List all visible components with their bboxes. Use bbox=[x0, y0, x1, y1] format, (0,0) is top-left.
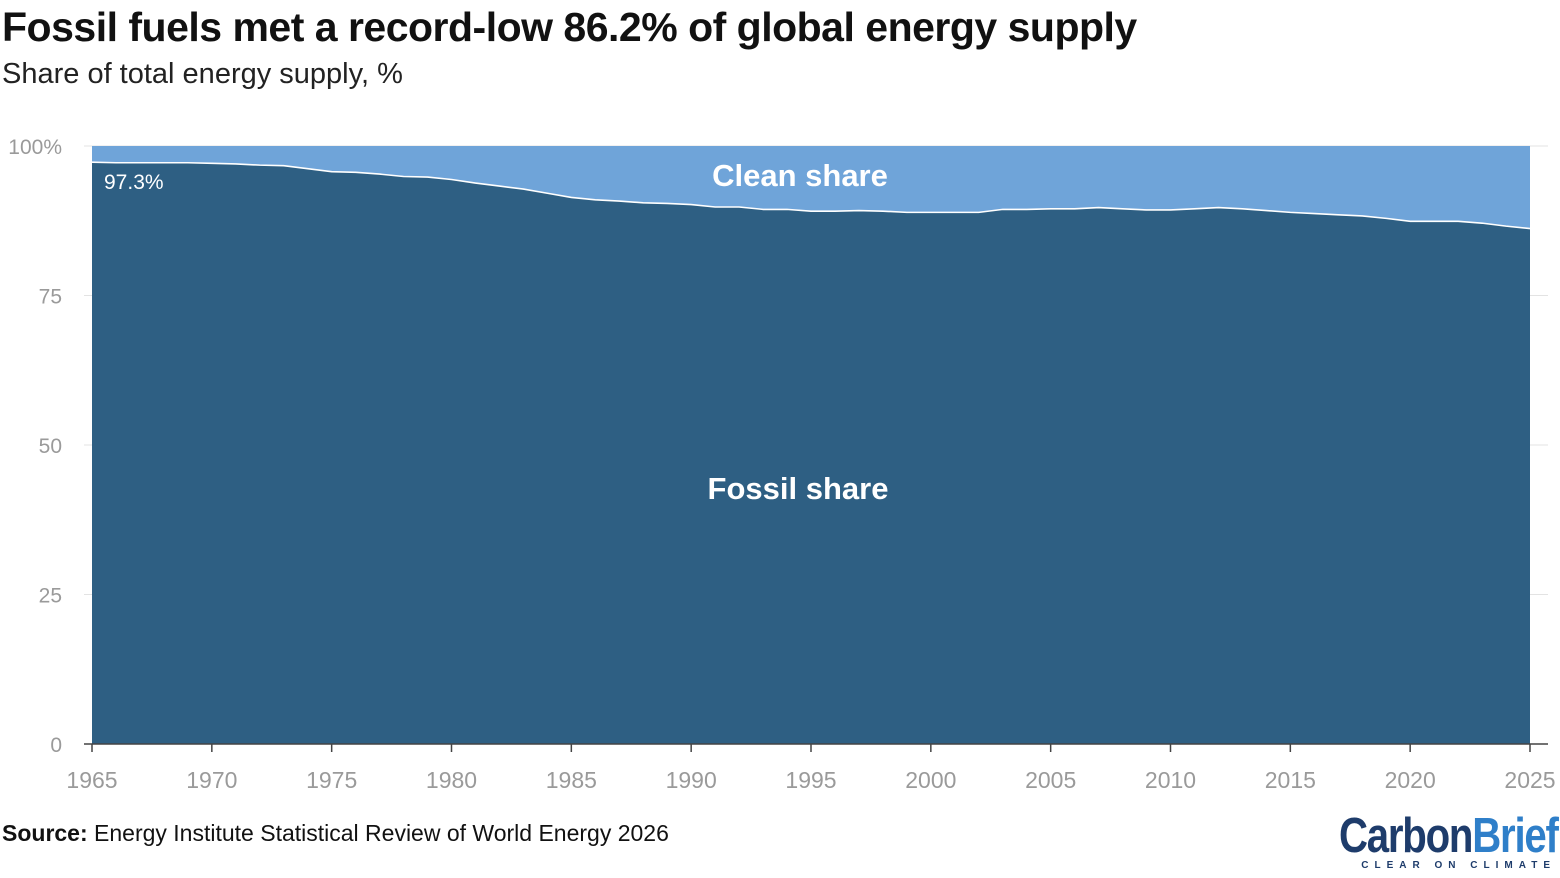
x-tick-label: 2015 bbox=[1265, 767, 1316, 793]
logo-carbon: Carbon bbox=[1339, 809, 1473, 863]
x-tick-label: 1995 bbox=[785, 767, 836, 793]
chart-subtitle: Share of total energy supply, % bbox=[2, 58, 403, 90]
chart-title: Fossil fuels met a record-low 86.2% of g… bbox=[2, 4, 1137, 50]
y-tick-label: 75 bbox=[39, 286, 62, 309]
y-tick-label: 25 bbox=[39, 585, 62, 608]
y-tick-label: 100% bbox=[8, 136, 62, 159]
clean-share-label: Clean share bbox=[712, 158, 888, 193]
logo-brief: Brief bbox=[1472, 809, 1560, 863]
fossil-share-label: Fossil share bbox=[708, 471, 889, 506]
x-tick-label: 2025 bbox=[1504, 767, 1555, 793]
start-value-annotation: 97.3% bbox=[104, 171, 164, 194]
logo-tagline: CLEAR ON CLIMATE bbox=[1361, 860, 1556, 871]
logo-wordmark: CarbonBrief bbox=[1339, 808, 1560, 864]
clean-share-area bbox=[92, 146, 1530, 229]
x-tick-label: 1980 bbox=[426, 767, 477, 793]
carbonbrief-logo: CarbonBrief CLEAR ON CLIMATE bbox=[1328, 808, 1560, 874]
x-tick-label: 1985 bbox=[546, 767, 597, 793]
source-note: Source: Energy Institute Statistical Rev… bbox=[2, 820, 669, 847]
fossil-boundary-line bbox=[91, 161, 1531, 230]
x-tick-label: 1965 bbox=[66, 767, 117, 793]
x-tick-label: 1970 bbox=[186, 767, 237, 793]
fossil-share-area bbox=[92, 162, 1530, 744]
x-tick-label: 2020 bbox=[1385, 767, 1436, 793]
x-tick-label: 1975 bbox=[306, 767, 357, 793]
source-text: Energy Institute Statistical Review of W… bbox=[87, 820, 669, 846]
y-tick-label: 50 bbox=[39, 435, 62, 458]
x-tick-label: 2005 bbox=[1025, 767, 1076, 793]
y-tick-label: 0 bbox=[50, 734, 62, 757]
x-tick-label: 2010 bbox=[1145, 767, 1196, 793]
x-tick-label: 2000 bbox=[905, 767, 956, 793]
x-tick-label: 1990 bbox=[666, 767, 717, 793]
source-label: Source: bbox=[2, 820, 88, 846]
